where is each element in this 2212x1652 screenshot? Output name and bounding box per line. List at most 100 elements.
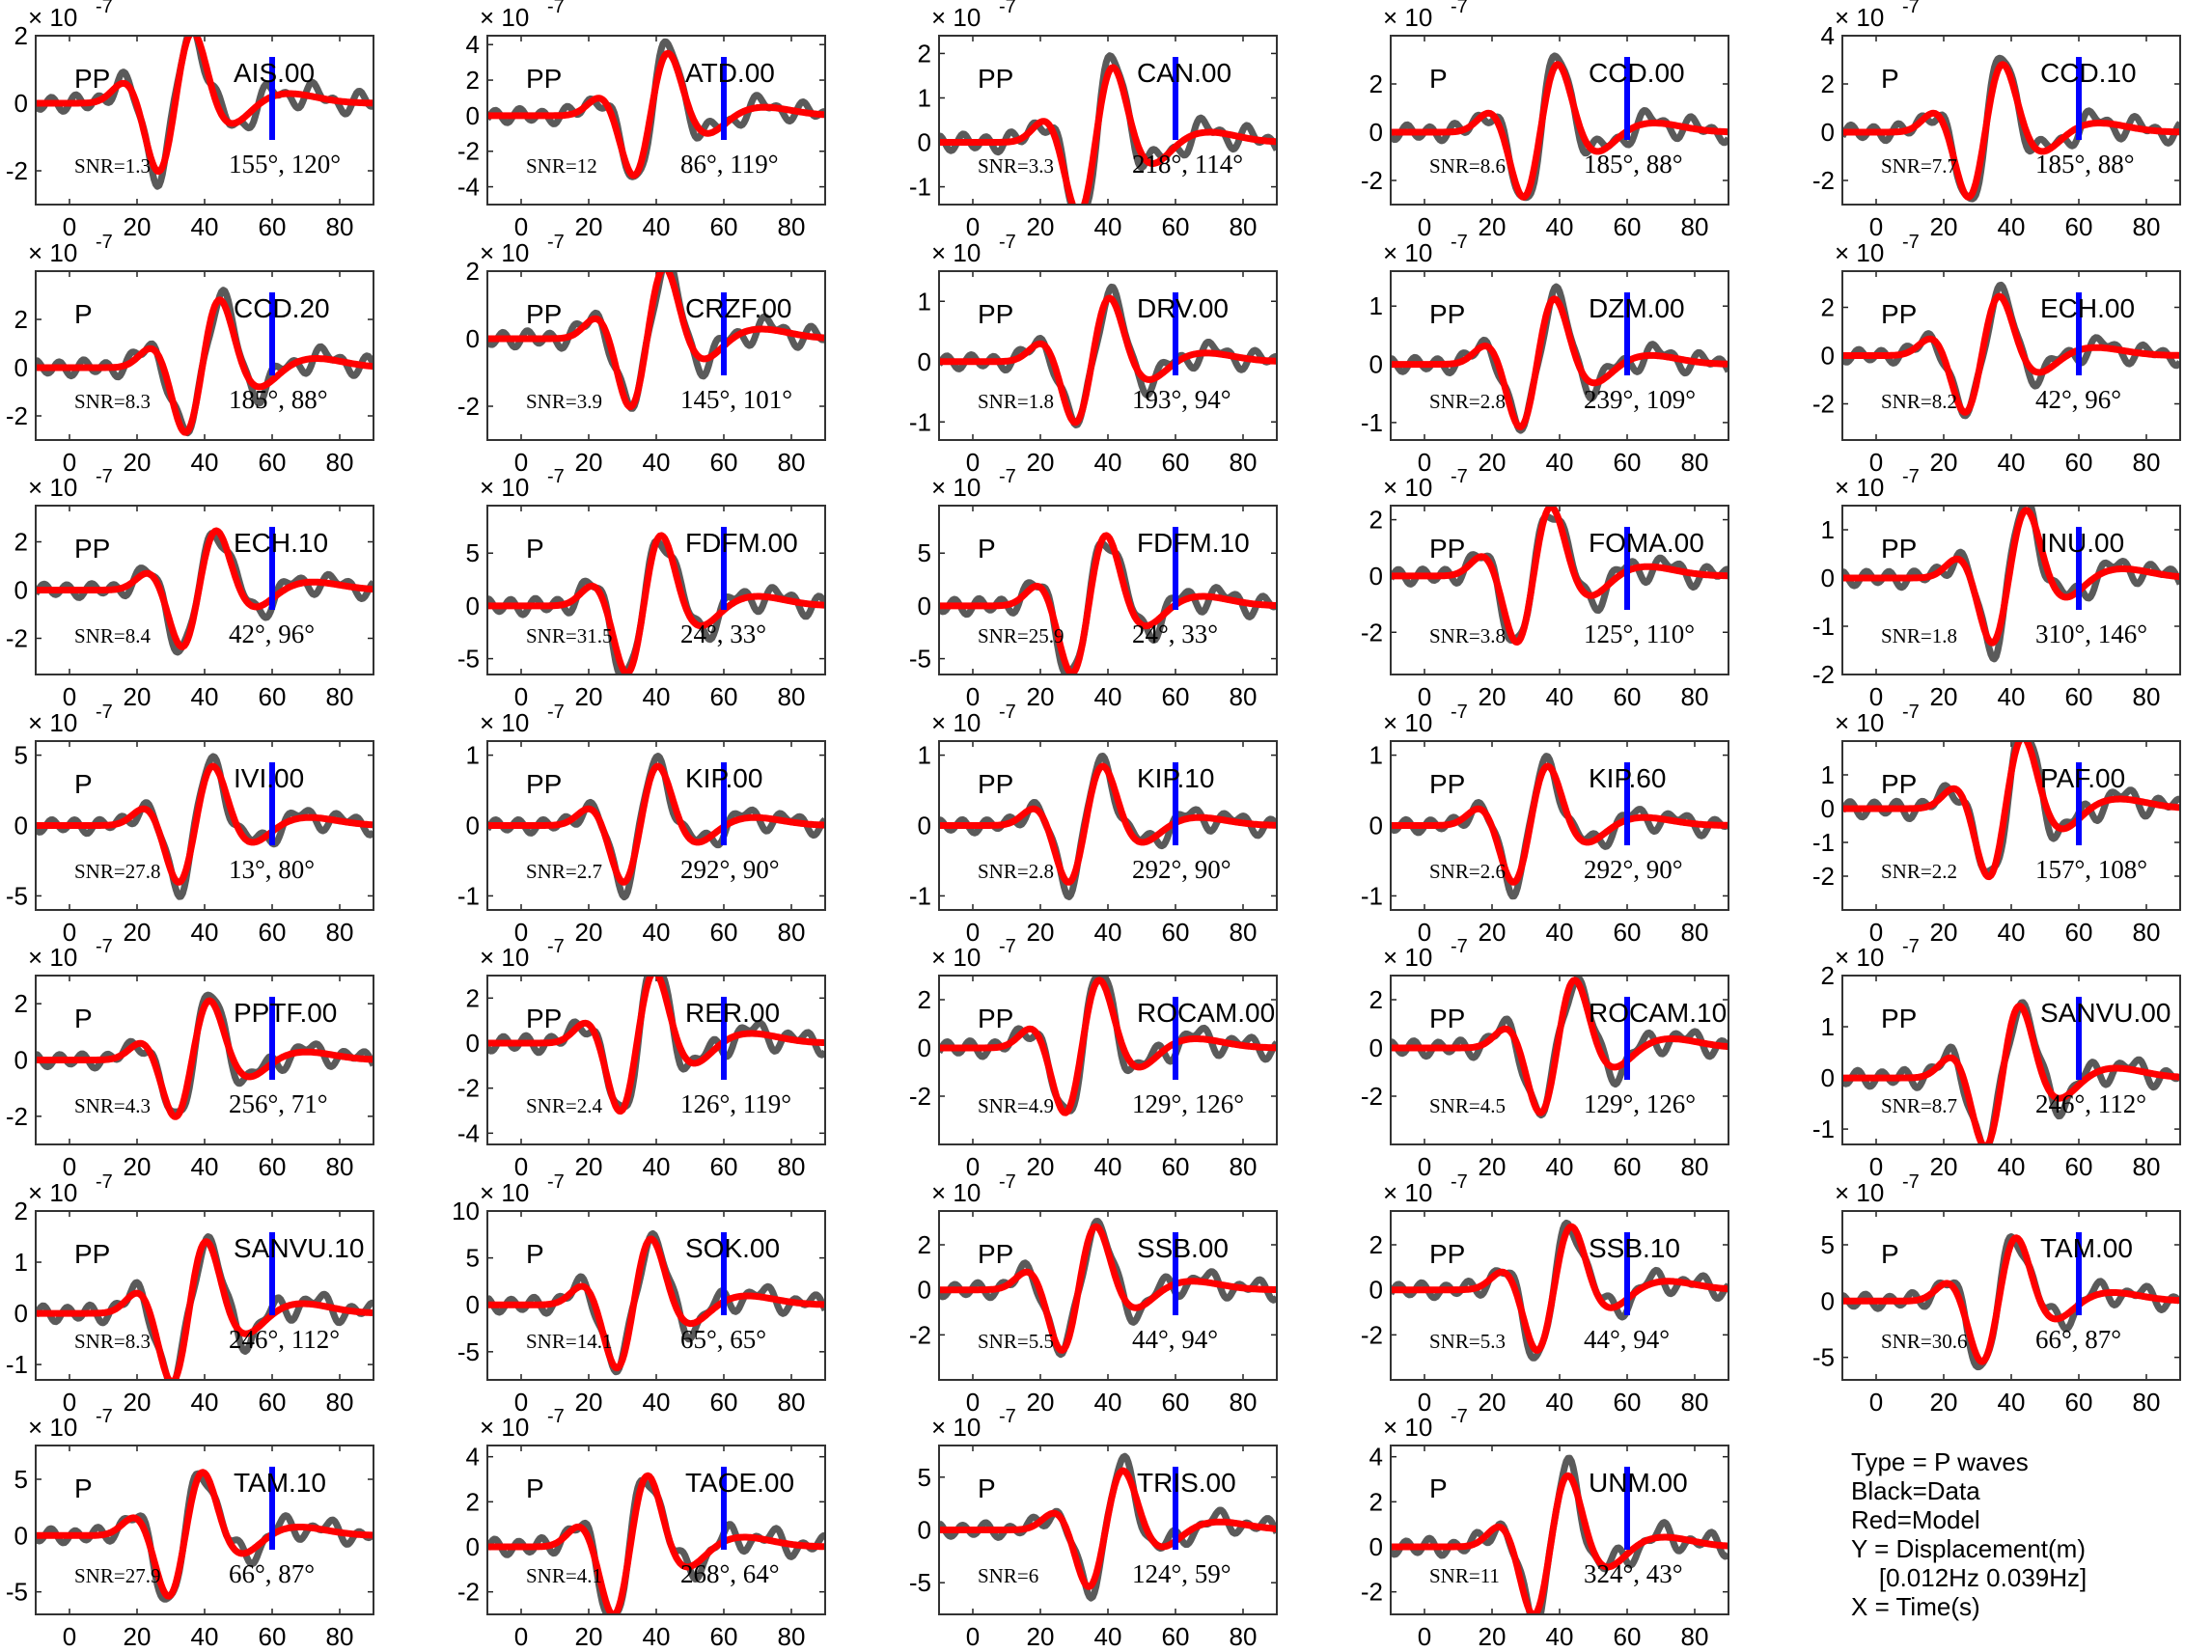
snr-label: SNR=2.2 bbox=[1881, 860, 1957, 883]
y-exponent-label: × 10 bbox=[931, 473, 981, 502]
phase-label: PP bbox=[74, 1239, 110, 1269]
x-tick-label: 20 bbox=[124, 918, 152, 947]
model-trace bbox=[1842, 292, 2180, 416]
y-tick-label: -2 bbox=[6, 1102, 28, 1131]
y-exponent-power: -7 bbox=[1451, 232, 1468, 253]
y-exponent-label: × 10 bbox=[1835, 3, 1884, 32]
y-tick-label: 2 bbox=[1369, 1487, 1383, 1516]
y-exponent-power: -7 bbox=[96, 1171, 113, 1193]
legend-line-band: [0.012Hz 0.039Hz] bbox=[1851, 1563, 2088, 1592]
x-tick-label: 60 bbox=[2065, 212, 2093, 241]
axes-frame bbox=[1390, 740, 1729, 911]
station-label: TAM.10 bbox=[234, 1468, 326, 1498]
snr-label: SNR=2.7 bbox=[526, 860, 602, 883]
x-tick-label: 0 bbox=[1418, 448, 1431, 477]
y-exponent-label: × 10 bbox=[480, 708, 529, 737]
x-tick-label: 0 bbox=[1869, 1388, 1883, 1417]
axes-frame bbox=[486, 35, 826, 206]
station-label: IVI.00 bbox=[234, 763, 304, 793]
y-exponent-label: × 10 bbox=[28, 1413, 77, 1442]
snr-label: SNR=4.9 bbox=[978, 1094, 1054, 1117]
snr-label: SNR=7.7 bbox=[1881, 154, 1957, 178]
x-tick-label: 80 bbox=[326, 1152, 354, 1181]
phase-label: P bbox=[526, 1239, 544, 1269]
y-exponent-label: × 10 bbox=[1835, 708, 1884, 737]
x-tick-label: 60 bbox=[1162, 448, 1190, 477]
y-tick-label: 0 bbox=[1369, 350, 1383, 379]
x-tick-label: 0 bbox=[1869, 212, 1883, 241]
axes-frame bbox=[35, 505, 374, 675]
y-tick-label: -5 bbox=[6, 1578, 28, 1607]
x-tick-label: 80 bbox=[778, 1152, 806, 1181]
y-tick-label: 1 bbox=[466, 741, 480, 770]
snr-label: SNR=27.9 bbox=[74, 1564, 160, 1587]
y-tick-label: 0 bbox=[466, 812, 480, 840]
x-tick-label: 80 bbox=[778, 212, 806, 241]
model-trace bbox=[1391, 977, 1728, 1116]
y-exponent-power: -7 bbox=[96, 1406, 113, 1427]
x-tick-label: 20 bbox=[575, 1152, 603, 1181]
x-tick-label: 40 bbox=[1998, 1388, 2026, 1417]
model-trace bbox=[36, 1469, 373, 1600]
model-trace bbox=[1842, 507, 2180, 647]
azimuth-label: 292°, 90° bbox=[680, 855, 780, 884]
y-tick-label: -1 bbox=[6, 1350, 28, 1379]
x-tick-label: 20 bbox=[1930, 682, 1958, 711]
y-tick-label: -4 bbox=[457, 1118, 480, 1147]
azimuth-label: 292°, 90° bbox=[1584, 855, 1683, 884]
station-label: TRIS.00 bbox=[1137, 1468, 1236, 1498]
azimuth-label: 155°, 120° bbox=[229, 150, 341, 179]
y-tick-label: 0 bbox=[1369, 812, 1383, 840]
x-tick-label: 60 bbox=[2065, 448, 2093, 477]
x-tick-label: 80 bbox=[2133, 448, 2161, 477]
y-tick-label: 0 bbox=[1369, 1532, 1383, 1561]
x-tick-label: 0 bbox=[63, 1152, 76, 1181]
axes-frame bbox=[486, 1445, 826, 1615]
x-tick-label: 60 bbox=[2065, 918, 2093, 947]
x-tick-label: 80 bbox=[1230, 682, 1258, 711]
data-trace bbox=[939, 976, 1277, 1115]
x-tick-label: 20 bbox=[575, 918, 603, 947]
y-exponent-power: -7 bbox=[1902, 702, 1920, 723]
y-exponent-power: -7 bbox=[999, 0, 1016, 17]
x-tick-label: 0 bbox=[1418, 682, 1431, 711]
x-tick-label: 60 bbox=[710, 212, 738, 241]
x-tick-label: 60 bbox=[1162, 1622, 1190, 1651]
y-exponent-power: -7 bbox=[547, 1171, 565, 1193]
phase-label: PP bbox=[978, 64, 1013, 94]
y-tick-label: -1 bbox=[1812, 828, 1835, 857]
snr-label: SNR=25.9 bbox=[978, 624, 1064, 647]
y-tick-label: -5 bbox=[6, 881, 28, 910]
y-exponent-label: × 10 bbox=[480, 473, 529, 502]
y-tick-label: 10 bbox=[452, 1197, 480, 1225]
azimuth-label: 86°, 119° bbox=[680, 150, 779, 179]
y-tick-label: 2 bbox=[14, 1197, 28, 1225]
snr-label: SNR=8.2 bbox=[1881, 390, 1957, 413]
x-tick-label: 60 bbox=[1614, 212, 1642, 241]
data-trace bbox=[487, 753, 825, 901]
y-tick-label: 0 bbox=[918, 592, 931, 620]
x-tick-label: 40 bbox=[1094, 1622, 1122, 1651]
x-tick-label: 0 bbox=[63, 918, 76, 947]
station-label: CAN.00 bbox=[1137, 58, 1231, 88]
x-tick-label: 60 bbox=[259, 682, 287, 711]
y-exponent-label: × 10 bbox=[28, 3, 77, 32]
station-label: CRZF.00 bbox=[685, 293, 791, 323]
phase-label: PP bbox=[1881, 1004, 1917, 1033]
x-tick-label: 60 bbox=[710, 1152, 738, 1181]
x-tick-label: 60 bbox=[259, 1622, 287, 1651]
model-trace bbox=[1391, 61, 1728, 201]
x-tick-label: 20 bbox=[575, 448, 603, 477]
y-tick-label: 0 bbox=[14, 812, 28, 840]
axes-frame bbox=[35, 1210, 374, 1381]
x-tick-label: 60 bbox=[710, 682, 738, 711]
y-tick-label: -5 bbox=[909, 645, 931, 674]
y-tick-label: 2 bbox=[1821, 293, 1835, 322]
